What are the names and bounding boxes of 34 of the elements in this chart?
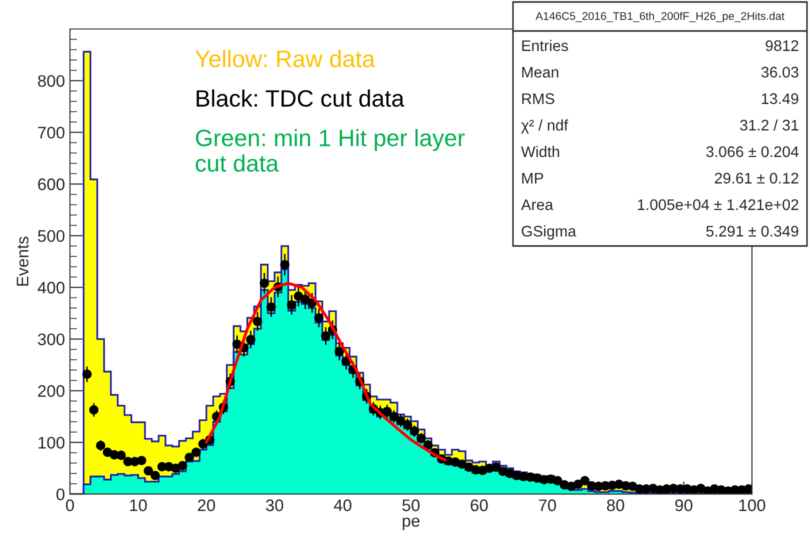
annotation: Green: min 1 Hit per layer cut data (196, 128, 465, 172)
y-tick-label: 600 (38, 178, 64, 190)
x-tick-label: 60 (470, 499, 488, 512)
annotation: Black: TDC cut data (196, 89, 404, 107)
y-tick-label: 700 (38, 126, 64, 139)
x-tick-label: 80 (607, 499, 624, 512)
y-axis-title: Events (16, 236, 28, 286)
y-tick-label: 0 (56, 488, 64, 500)
x-tick-label: 0 (66, 499, 74, 512)
y-tick-label: 300 (38, 333, 64, 346)
x-tick-label: 100 (739, 499, 766, 512)
y-tick-label: 200 (38, 385, 64, 397)
annotation: Yellow: Raw data (195, 50, 376, 68)
text: Entries 9812 (522, 40, 798, 52)
y-tick-label: 500 (38, 230, 64, 242)
text: RMS 13.49 (522, 93, 798, 104)
y-tick-label: 800 (38, 75, 64, 87)
x-tick-label: 40 (334, 499, 352, 512)
x-tick-label: 50 (402, 499, 420, 512)
x-axis-title: pe (402, 518, 420, 530)
text: Mean 36.03 (522, 66, 798, 78)
x-tick-label: 70 (538, 499, 556, 512)
y-tick-label: 100 (38, 436, 64, 449)
text: χ² / ndf 31.2 / 31 (521, 119, 798, 134)
text: GSigma 5.291 ± 0.349 (522, 225, 798, 240)
x-tick-label: 90 (675, 499, 692, 512)
x-tick-label: 20 (198, 499, 215, 512)
x-tick-label: 30 (266, 499, 284, 512)
text: Width 3.066 ± 0.204 (521, 146, 799, 158)
text: A146C5_2016_TB1_6th_200fF_H26_pe_2Hits.dat (536, 12, 784, 22)
y-tick-label: 400 (38, 282, 64, 294)
text: Area 1.005e+04 ± 1.421e+02 (521, 199, 798, 210)
text: MP 29.61 ± 0.12 (522, 172, 798, 184)
x-tick-label: 10 (130, 499, 147, 512)
